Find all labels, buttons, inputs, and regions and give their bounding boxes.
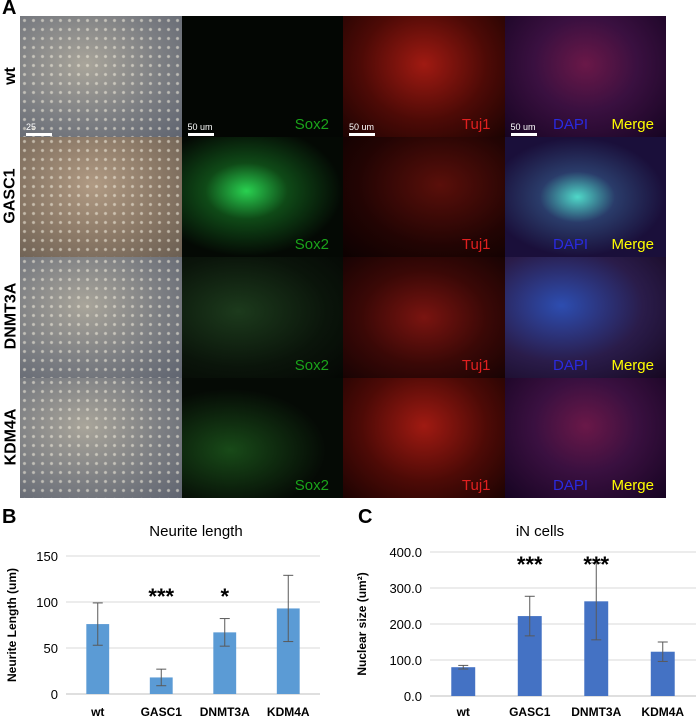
row-label-dnmt3a: DNMT3A: [2, 282, 20, 350]
tuj1-label: Tuj1: [461, 356, 491, 374]
significance-label: ***: [583, 552, 609, 577]
brightfield-image: [20, 136, 182, 257]
significance-label: ***: [517, 552, 543, 577]
x-tick-label: GASC1: [509, 705, 551, 719]
merge-label: Merge: [611, 115, 654, 133]
tuj1-label: Tuj1: [461, 236, 491, 253]
sox2-label: Sox2: [294, 477, 329, 494]
y-tick-label: 200.0: [389, 617, 422, 632]
tuj1-image: 50 um Tuj1: [343, 16, 505, 137]
brightfield-image: [20, 257, 182, 378]
sox2-label: Sox2: [294, 115, 329, 133]
row-label-gasc1: GASC1: [2, 168, 19, 224]
dapi-label: DAPI: [552, 356, 588, 374]
y-tick-label: 300.0: [389, 581, 422, 596]
row-label-wt: wt: [2, 67, 19, 85]
merge-label: Merge: [611, 356, 654, 374]
nuclear-size-chart: iN cells Nuclear size (um²) 0.0 100.0 200.0 3…: [355, 523, 696, 719]
tuj1-image: Tuj1: [343, 136, 505, 257]
x-tick-label: DNMT3A: [571, 705, 621, 719]
x-tick-label: DNMT3A: [200, 705, 250, 719]
scale-bar: 25: [26, 122, 52, 136]
brightfield-image: [20, 377, 182, 498]
sox2-label: Sox2: [294, 236, 329, 253]
y-tick-label: 0.0: [404, 689, 422, 704]
x-tick-label: wt: [90, 705, 104, 719]
y-tick-label: 400.0: [389, 545, 422, 560]
sox2-image: Sox2: [181, 257, 343, 378]
bar: [276, 608, 300, 694]
merge-image: DAPI Merge: [504, 136, 666, 257]
sox2-image: 50 um Sox2: [181, 16, 343, 137]
merge-label: Merge: [611, 236, 654, 253]
bar: [584, 601, 609, 696]
y-tick-label: 100.0: [389, 653, 422, 668]
bar: [451, 667, 476, 696]
tuj1-image: Tuj1: [343, 377, 505, 498]
y-axis-label: Nuclear size (um²): [355, 572, 369, 675]
sox2-image: Sox2: [181, 136, 343, 257]
chart-title: iN cells: [516, 523, 564, 540]
tuj1-image: Tuj1: [343, 257, 505, 378]
bar: [213, 632, 237, 694]
dapi-label: DAPI: [552, 115, 588, 133]
dapi-label: DAPI: [552, 477, 588, 494]
sox2-image: Sox2: [181, 377, 343, 498]
significance-label: *: [220, 584, 229, 609]
tuj1-label: Tuj1: [461, 477, 491, 494]
bar: [517, 616, 542, 696]
tuj1-label: Tuj1: [461, 115, 491, 133]
bar: [86, 624, 110, 694]
y-tick-label: 50: [44, 641, 58, 656]
micrograph-grid: 25 50 um Sox2 50 um Tuj1 50 um DAPI Merg…: [20, 16, 666, 498]
sox2-label: Sox2: [294, 356, 329, 374]
merge-image: DAPI Merge: [504, 257, 666, 378]
dapi-label: DAPI: [552, 236, 588, 253]
x-tick-label: wt: [456, 705, 470, 719]
x-tick-label: KDM4A: [267, 705, 310, 719]
scale-bar: 50 um: [349, 122, 375, 136]
brightfield-image: 25: [20, 16, 182, 137]
y-tick-label: 150: [36, 549, 58, 564]
merge-image: DAPI Merge: [504, 377, 666, 498]
y-tick-label: 0: [51, 687, 58, 702]
x-tick-label: GASC1: [141, 705, 183, 719]
panel-letter-b: B: [2, 506, 17, 528]
x-tick-label: KDM4A: [641, 705, 684, 719]
merge-image: 50 um DAPI Merge: [504, 16, 666, 137]
y-tick-label: 100: [36, 595, 58, 610]
panel-letter-c: C: [358, 506, 373, 528]
scale-bar: 50 um: [510, 122, 537, 136]
y-axis-label: Neurite Length (um): [5, 568, 19, 682]
row-label-kdm4a: KDM4A: [2, 408, 20, 466]
significance-label: ***: [148, 584, 174, 609]
neurite-length-chart: Neurite length Neurite Length (um) 0 50 100 1…: [5, 523, 320, 719]
merge-label: Merge: [611, 477, 654, 494]
chart-title: Neurite length: [149, 523, 242, 540]
panel-letter-a: A: [2, 0, 17, 19]
bar: [650, 651, 675, 696]
scale-bar: 50 um: [187, 122, 214, 136]
